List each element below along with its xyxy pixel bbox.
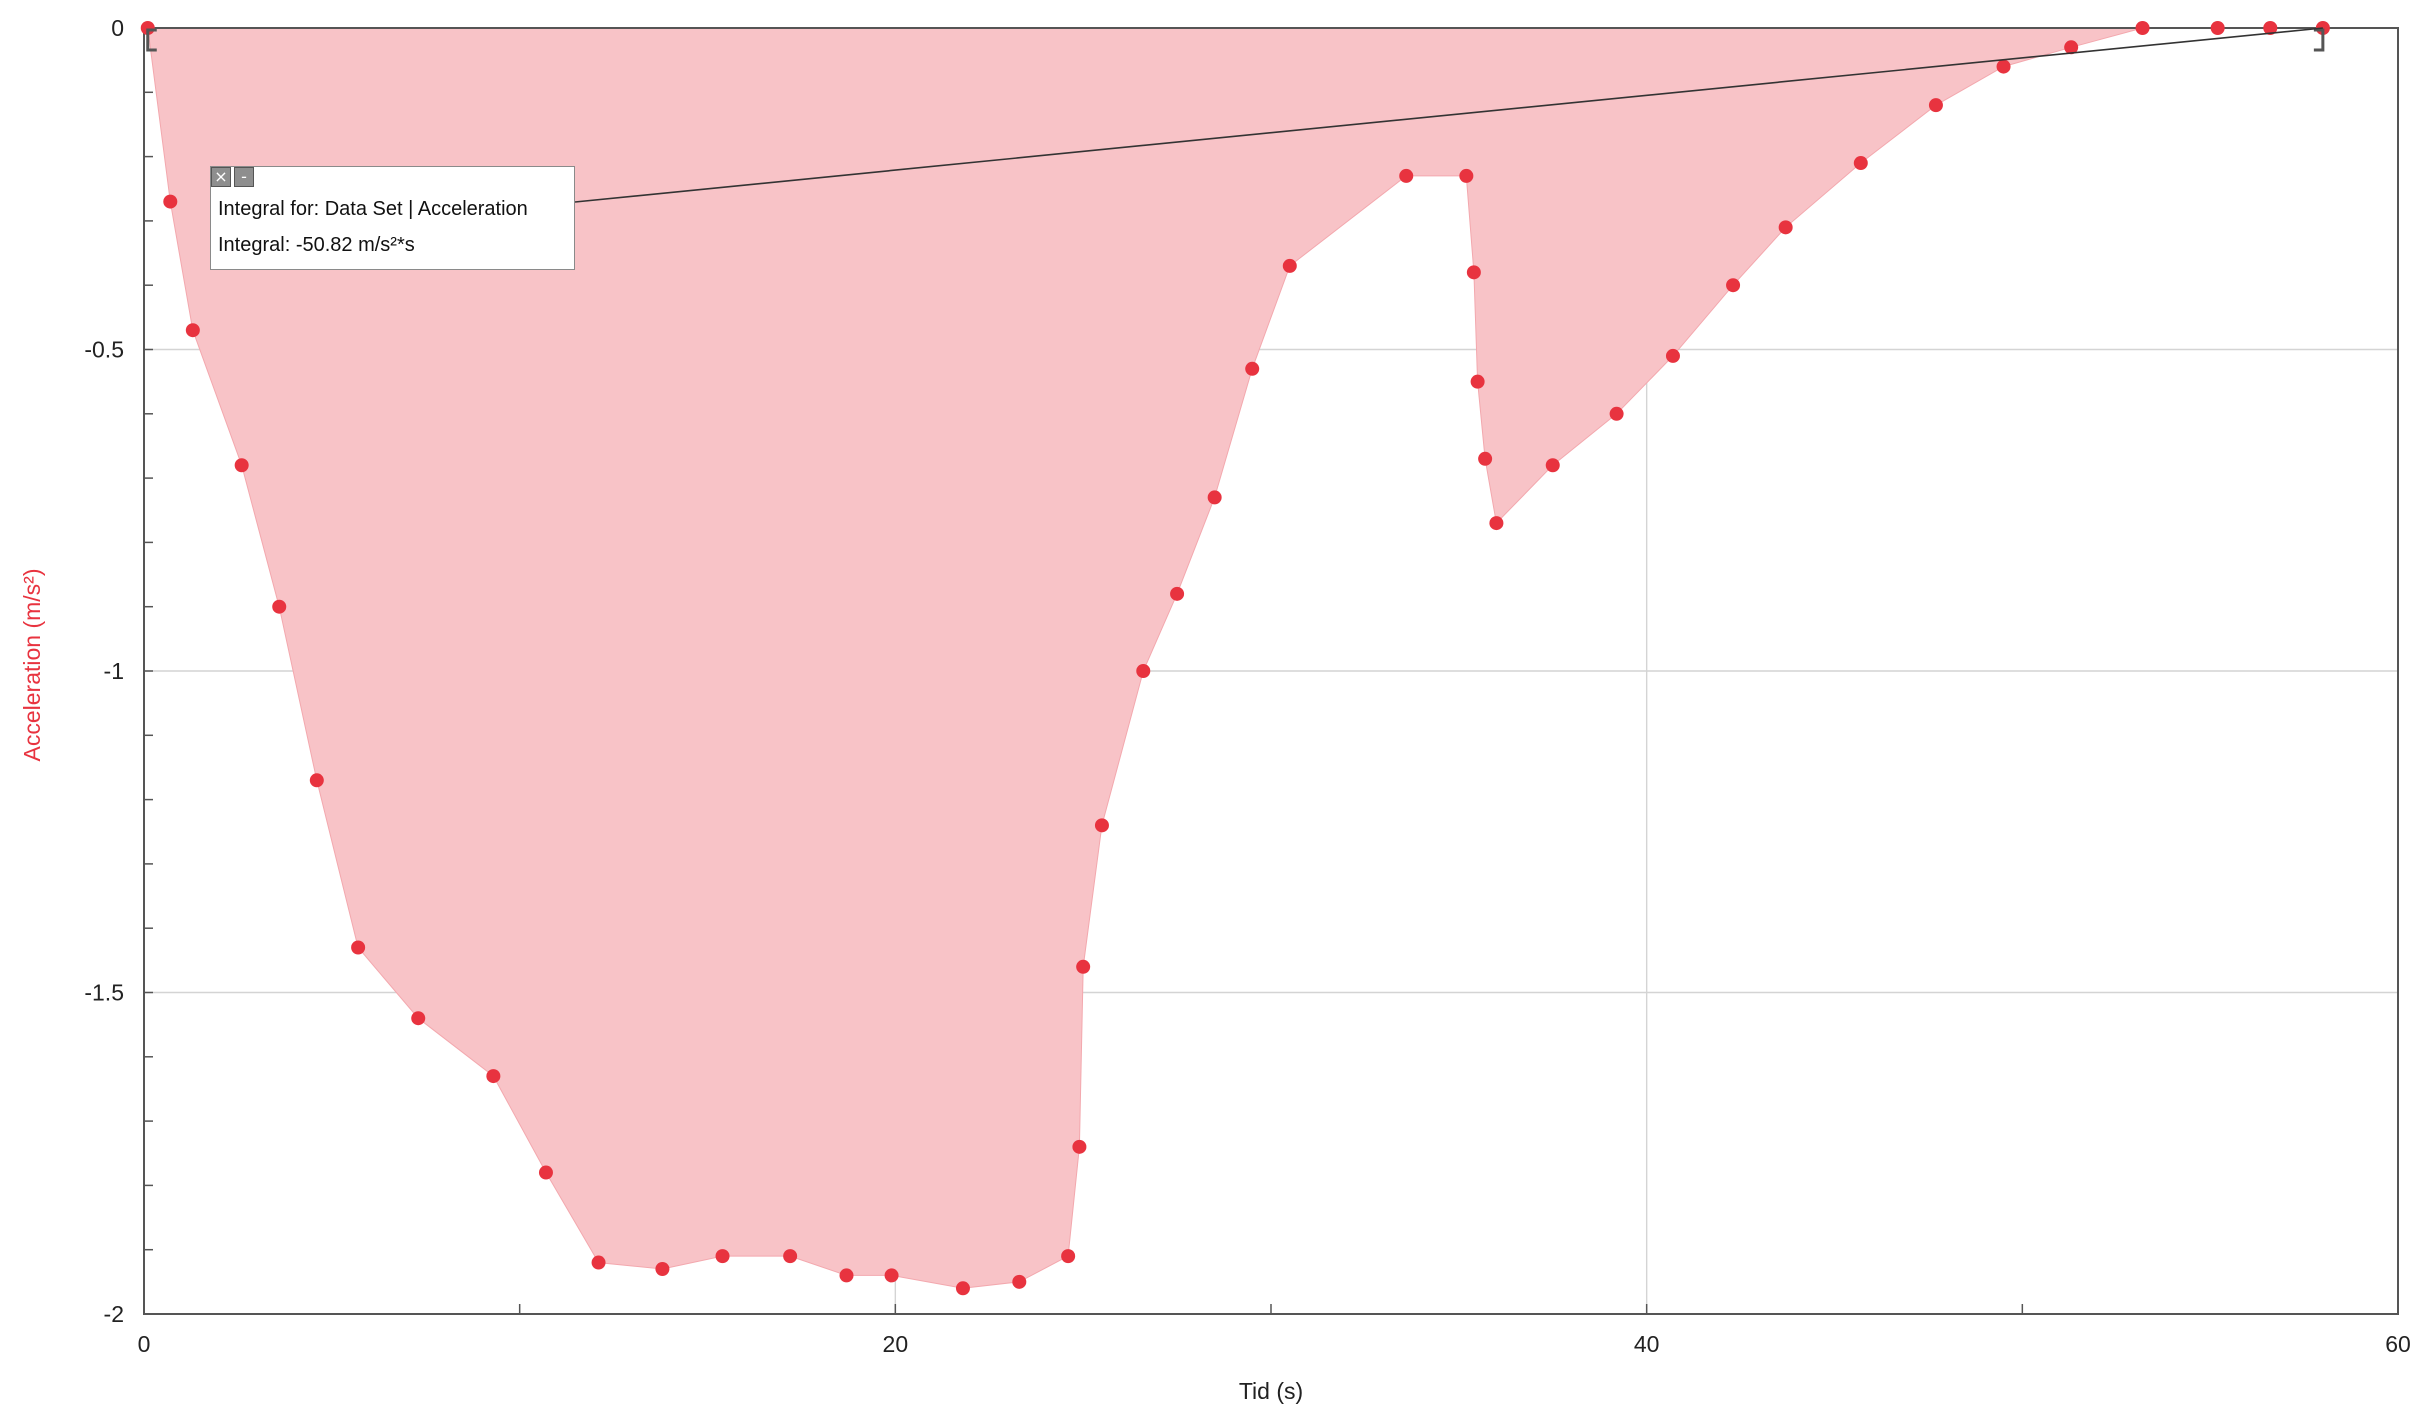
data-point bbox=[1061, 1249, 1076, 1264]
integral-right-bracket[interactable] bbox=[2313, 28, 2325, 52]
data-point bbox=[163, 194, 178, 209]
y-tick-label: -2 bbox=[104, 1301, 124, 1327]
data-points bbox=[140, 21, 2330, 1296]
x-axis-title: Tid (s) bbox=[1239, 1378, 1303, 1404]
data-point bbox=[1665, 348, 1680, 363]
integral-value: Integral: -50.82 m/s²*s bbox=[218, 234, 415, 256]
data-point bbox=[1470, 374, 1485, 389]
data-point bbox=[1489, 516, 1504, 531]
data-point bbox=[272, 599, 287, 614]
x-tick-label: 0 bbox=[138, 1331, 151, 1357]
data-point bbox=[2064, 40, 2079, 55]
x-tick-label: 20 bbox=[883, 1331, 909, 1357]
data-point bbox=[1399, 168, 1414, 183]
tick-labels: 0 20 40 60 0 -0.5 -1 -1.5 -2 bbox=[84, 15, 2410, 1357]
data-point bbox=[1928, 98, 1943, 113]
data-point bbox=[591, 1255, 606, 1270]
data-point bbox=[1726, 278, 1741, 293]
data-point bbox=[1012, 1274, 1027, 1289]
integral-leader-line bbox=[574, 27, 2323, 203]
integral-box[interactable]: × - Integral for: Data Set | Acceleratio… bbox=[210, 166, 575, 270]
data-point bbox=[185, 323, 200, 338]
minimize-icon[interactable]: - bbox=[234, 167, 254, 187]
integral-label: Integral for: Data Set | Acceleration bbox=[218, 198, 528, 220]
x-tick-label: 40 bbox=[1634, 1331, 1660, 1357]
data-point bbox=[2210, 21, 2225, 35]
y-tick-label: -1 bbox=[104, 658, 124, 684]
integral-box-controls: × - bbox=[211, 167, 257, 189]
data-point bbox=[1853, 156, 1868, 171]
data-point bbox=[538, 1165, 553, 1180]
y-tick-label: -1.5 bbox=[84, 980, 124, 1006]
integral-left-bracket[interactable] bbox=[146, 28, 157, 52]
data-point bbox=[1545, 458, 1560, 473]
close-icon[interactable]: × bbox=[211, 167, 231, 187]
data-point bbox=[1778, 220, 1793, 235]
data-point bbox=[2263, 21, 2278, 35]
data-point bbox=[884, 1268, 899, 1283]
data-point bbox=[1245, 361, 1260, 376]
data-point bbox=[1996, 59, 2011, 74]
data-point bbox=[1076, 959, 1091, 974]
y-axis-title: Acceleration (m/s²) bbox=[19, 569, 45, 762]
data-point bbox=[1170, 586, 1185, 601]
data-point bbox=[1094, 818, 1109, 833]
data-point bbox=[309, 773, 324, 788]
y-tick-label: 0 bbox=[111, 15, 124, 41]
data-point bbox=[655, 1261, 670, 1276]
y-tick-label: -0.5 bbox=[84, 337, 124, 363]
integral-brackets[interactable] bbox=[146, 28, 2325, 52]
data-point bbox=[1072, 1139, 1087, 1154]
x-tick-label: 60 bbox=[2385, 1331, 2411, 1357]
data-point bbox=[783, 1249, 798, 1264]
data-point bbox=[1136, 664, 1151, 678]
data-point bbox=[1466, 265, 1481, 280]
data-point bbox=[1609, 406, 1624, 421]
data-point bbox=[411, 1011, 426, 1026]
data-point bbox=[715, 1249, 730, 1264]
data-point bbox=[234, 458, 249, 473]
data-point bbox=[2135, 21, 2150, 35]
minor-ticks bbox=[144, 91, 2024, 1314]
data-point bbox=[1478, 451, 1493, 466]
data-point bbox=[1207, 490, 1222, 505]
data-point bbox=[839, 1268, 854, 1283]
data-point bbox=[351, 940, 366, 955]
data-point bbox=[1282, 258, 1297, 273]
data-point bbox=[1459, 168, 1474, 183]
data-point bbox=[486, 1069, 501, 1084]
data-point bbox=[955, 1281, 970, 1296]
